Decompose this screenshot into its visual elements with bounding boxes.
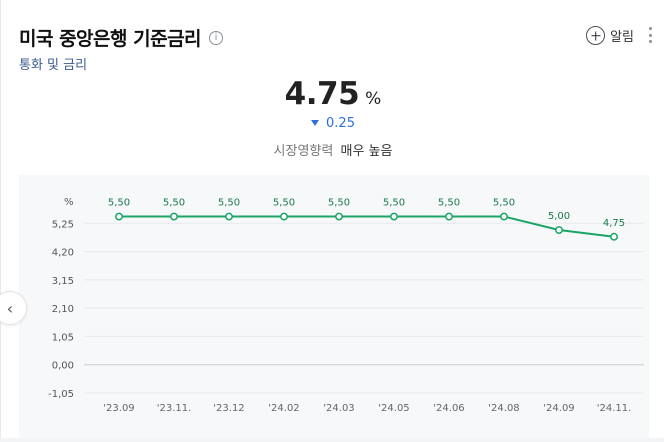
y-tick-label: -1,05 xyxy=(48,389,74,400)
x-tick-label: '23.09 xyxy=(103,403,134,414)
data-point[interactable] xyxy=(170,212,178,221)
data-point[interactable] xyxy=(500,212,508,221)
y-tick-label: 4,20 xyxy=(52,248,74,259)
data-label: 5,50 xyxy=(163,198,185,209)
x-tick-label: '24.09 xyxy=(543,403,574,414)
category-link[interactable]: 통화 및 금리 xyxy=(19,58,88,73)
data-label: 5,50 xyxy=(218,198,240,209)
data-point[interactable] xyxy=(280,212,288,221)
x-tick-label: '23.12 xyxy=(213,403,244,414)
data-label: 5,50 xyxy=(383,198,405,209)
down-triangle-icon xyxy=(311,119,320,126)
rate-value: 4.75 xyxy=(284,76,360,112)
data-point[interactable] xyxy=(445,212,453,221)
data-point[interactable] xyxy=(335,212,343,221)
y-tick-label: 0,00 xyxy=(52,361,74,372)
data-label: 5,50 xyxy=(108,198,130,209)
data-point[interactable] xyxy=(390,212,398,221)
title-row: 미국 중앙은행 기준금리 i xyxy=(19,24,224,51)
data-label: 5,50 xyxy=(273,198,295,209)
y-tick-label: 5,25 xyxy=(52,219,74,230)
change-value: 0.25 xyxy=(326,116,355,131)
page-title: 미국 중앙은행 기준금리 xyxy=(19,28,202,50)
x-tick-label: '24.02 xyxy=(268,403,299,414)
y-tick-label: 1,05 xyxy=(52,332,74,343)
data-label: 5,50 xyxy=(328,198,350,209)
y-tick-label: 3,15 xyxy=(52,276,74,287)
rate-line-chart: % -1,05 0,00 1,05 2,10 3,15 4,20 5,25 '23.09 '23.… xyxy=(48,197,644,414)
alarm-label: 알림 xyxy=(610,30,634,45)
prev-button[interactable]: ‹ xyxy=(0,291,27,325)
x-tick-label: '24.08 xyxy=(488,403,519,414)
more-icon[interactable] xyxy=(648,27,652,43)
data-label: 4,75 xyxy=(603,218,625,229)
rate-unit: % xyxy=(365,89,382,109)
data-label: 5,50 xyxy=(493,198,515,209)
impact-label: 시장영향력 xyxy=(273,144,334,159)
chevron-left-icon: ‹ xyxy=(6,298,14,318)
data-label: 5,00 xyxy=(548,211,570,222)
chart-area: % -1,05 0,00 1,05 2,10 3,15 4,20 5,25 '23.09 '23.… xyxy=(19,175,649,438)
x-tick-label: '23.11. xyxy=(157,403,192,414)
series-line xyxy=(119,215,615,238)
data-point[interactable] xyxy=(115,212,123,221)
x-tick-label: '24.05 xyxy=(378,403,409,414)
impact-row: 시장영향력 매우 높음 xyxy=(1,140,664,159)
x-tick-label: '24.06 xyxy=(433,403,464,414)
plus-icon xyxy=(586,26,606,45)
x-tick-label: '24.03 xyxy=(323,403,354,414)
y-axis-label: % xyxy=(64,197,74,208)
change-row: 0.25 xyxy=(1,116,664,131)
data-label: 5,50 xyxy=(438,198,460,209)
data-point[interactable] xyxy=(610,232,618,241)
impact-level: 매우 높음 xyxy=(340,144,393,159)
y-tick-label: 2,10 xyxy=(52,304,74,315)
data-point[interactable] xyxy=(225,212,233,221)
alarm-button[interactable]: 알림 xyxy=(586,26,634,45)
rate-value-row: 4.75% xyxy=(1,76,664,112)
data-point[interactable] xyxy=(555,226,563,234)
info-icon[interactable]: i xyxy=(209,30,224,45)
x-tick-label: '24.11. xyxy=(597,403,632,414)
